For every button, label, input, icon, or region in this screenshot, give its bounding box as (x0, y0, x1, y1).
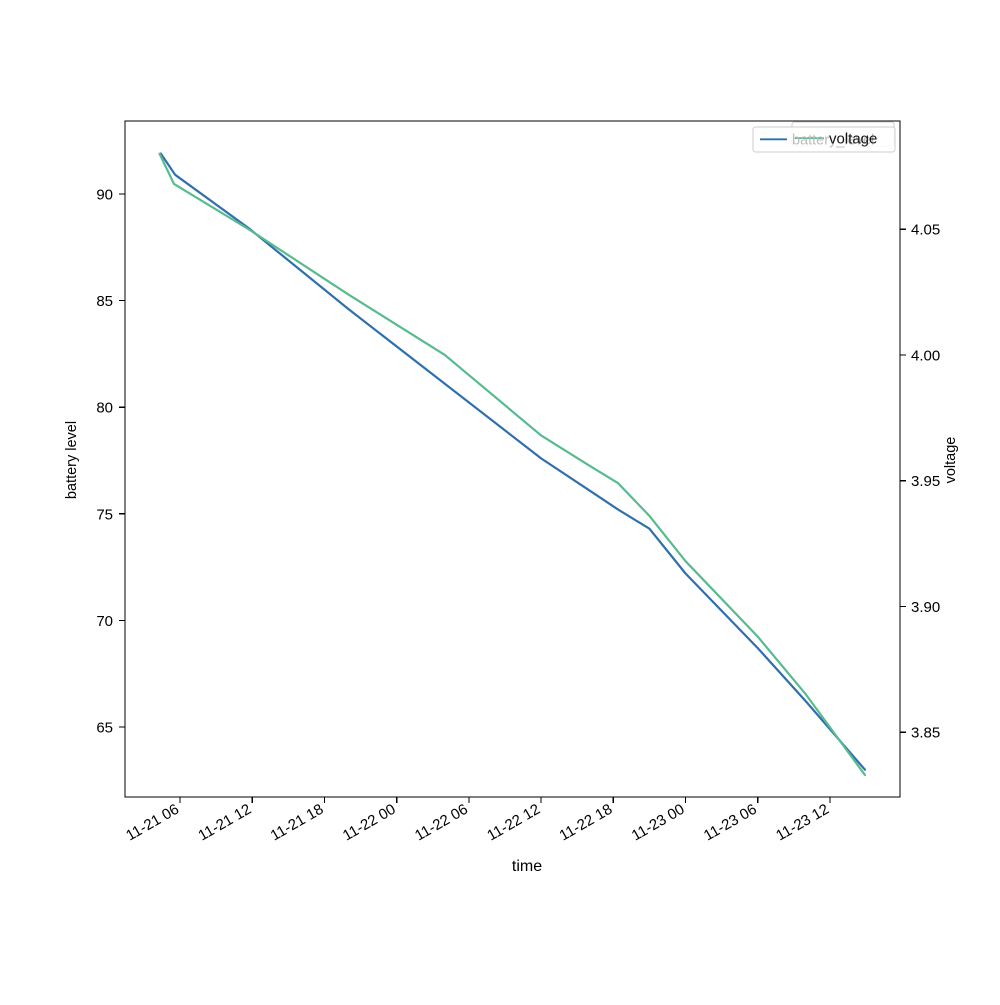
svg-text:4.05: 4.05 (911, 222, 940, 239)
svg-text:3.90: 3.90 (911, 599, 940, 616)
svg-text:3.95: 3.95 (911, 473, 940, 490)
svg-text:voltage: voltage (943, 437, 959, 484)
svg-text:3.85: 3.85 (911, 725, 940, 742)
svg-text:90: 90 (96, 187, 113, 204)
svg-text:battery level: battery level (64, 421, 80, 499)
svg-text:70: 70 (96, 613, 113, 630)
svg-text:4.00: 4.00 (911, 347, 940, 364)
svg-text:75: 75 (96, 506, 113, 523)
svg-text:65: 65 (96, 720, 113, 737)
svg-text:85: 85 (96, 293, 113, 310)
svg-text:voltage: voltage (829, 130, 877, 147)
svg-text:80: 80 (96, 400, 113, 417)
svg-text:time: time (512, 858, 542, 875)
